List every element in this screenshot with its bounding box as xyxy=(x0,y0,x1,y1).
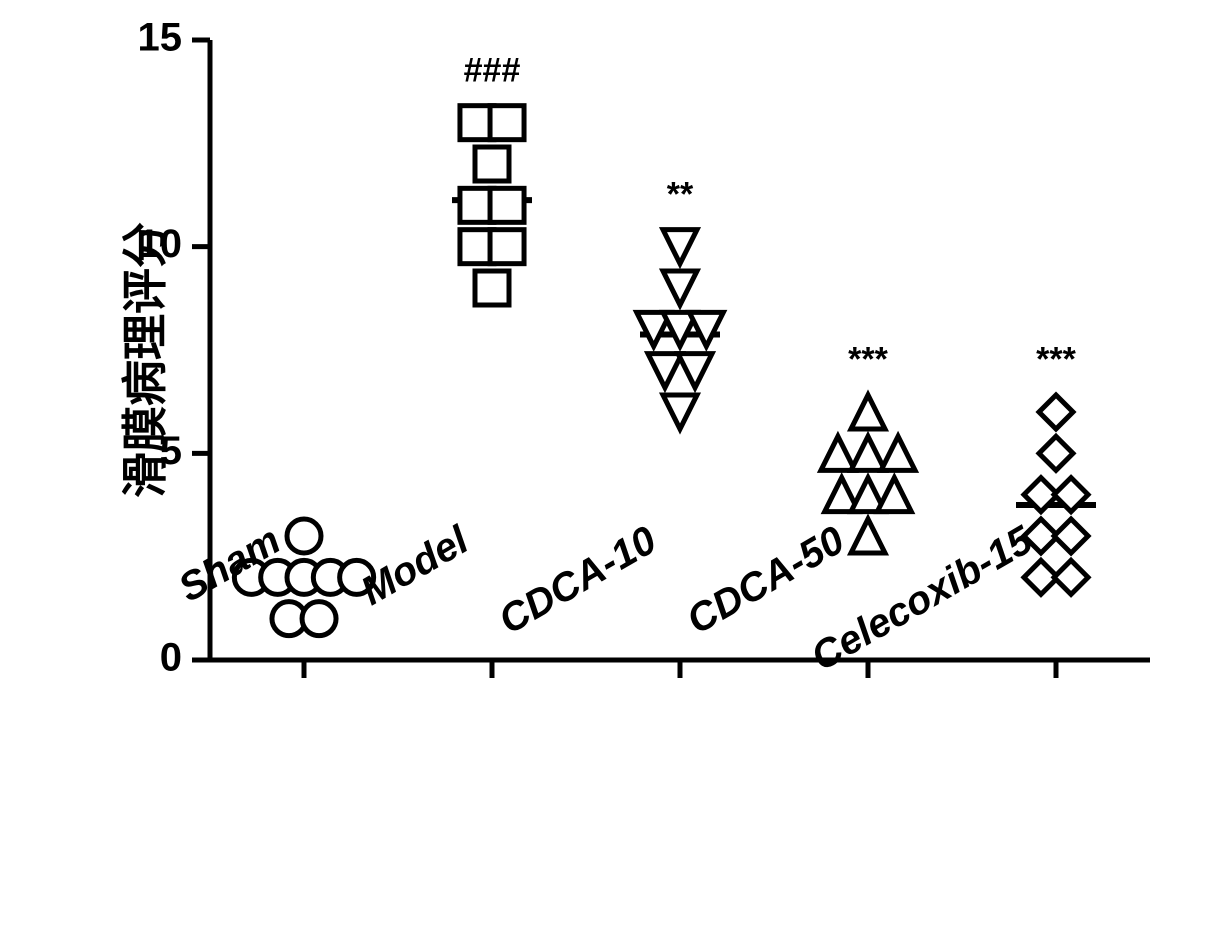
data-point xyxy=(648,354,682,388)
data-point xyxy=(851,436,885,470)
data-point xyxy=(877,478,911,512)
data-point xyxy=(851,519,885,553)
significance-label: ### xyxy=(464,51,521,89)
data-point xyxy=(1054,519,1088,553)
data-point xyxy=(490,230,524,264)
data-point xyxy=(490,106,524,140)
data-point xyxy=(475,147,509,181)
significance-label: ** xyxy=(667,175,694,213)
data-point xyxy=(678,354,712,388)
data-point xyxy=(1054,560,1088,594)
data-point xyxy=(663,395,697,429)
y-tick-label: 15 xyxy=(138,16,183,60)
data-point xyxy=(475,271,509,305)
significance-label: *** xyxy=(1036,341,1076,379)
data-point xyxy=(490,188,524,222)
data-point xyxy=(1039,395,1073,429)
data-point xyxy=(821,436,855,470)
data-point xyxy=(1039,436,1073,470)
y-axis-label: 滑膜病理评分 xyxy=(109,160,175,560)
data-point xyxy=(287,519,321,553)
data-point xyxy=(881,436,915,470)
y-tick-label: 0 xyxy=(160,636,182,680)
data-point xyxy=(851,395,885,429)
data-point xyxy=(663,230,697,264)
data-point xyxy=(663,271,697,305)
data-point xyxy=(689,312,723,346)
significance-label: *** xyxy=(848,341,888,379)
scatter-plot-svg: 051015###******** xyxy=(0,0,1220,929)
chart-container: 051015###******** 滑膜病理评分 ShamModelCDCA-1… xyxy=(0,0,1220,929)
